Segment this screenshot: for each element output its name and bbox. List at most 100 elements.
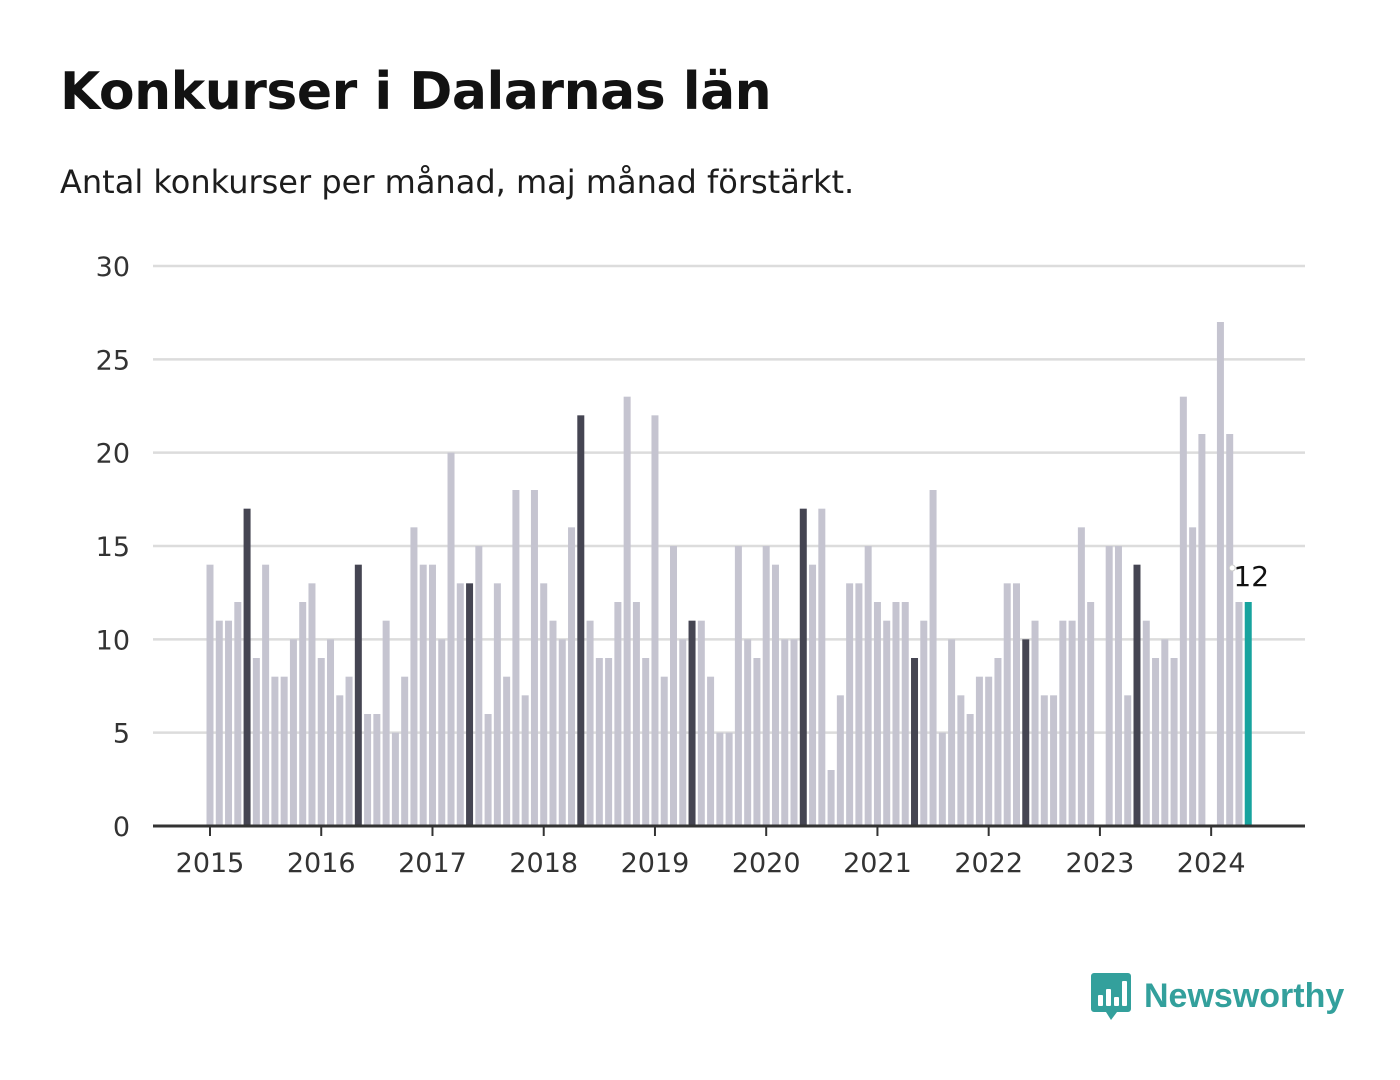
bar — [530, 490, 538, 826]
bar — [475, 546, 483, 826]
bar — [818, 508, 826, 826]
x-tick-label: 2020 — [732, 848, 801, 879]
bar — [382, 620, 390, 826]
bar — [586, 620, 594, 826]
chart-subtitle: Antal konkurser per månad, maj månad för… — [60, 163, 855, 201]
bar — [716, 732, 724, 826]
bar — [985, 676, 993, 826]
bar — [1170, 658, 1178, 826]
gridlines — [153, 264, 1305, 734]
bar — [790, 639, 798, 826]
x-tick-label: 2017 — [398, 848, 467, 879]
y-tick-label: 20 — [96, 439, 130, 470]
bar — [373, 714, 381, 826]
annotation-marker — [1228, 564, 1236, 572]
bar — [484, 714, 492, 826]
axes — [153, 824, 1305, 836]
bar — [605, 658, 613, 826]
bar — [809, 564, 817, 826]
bar — [651, 415, 659, 826]
bar — [1050, 695, 1058, 826]
bar — [920, 620, 928, 826]
bar — [688, 620, 696, 826]
bar — [391, 732, 399, 826]
bar — [781, 639, 789, 826]
bar — [1244, 602, 1252, 826]
bar — [1179, 396, 1187, 826]
bar — [1105, 546, 1113, 826]
bar — [438, 639, 446, 826]
bar — [1003, 583, 1011, 826]
bar — [762, 546, 770, 826]
y-tick-label: 0 — [113, 812, 130, 843]
x-tick-label: 2022 — [954, 848, 1023, 879]
bars — [206, 322, 1252, 826]
y-tick-label: 30 — [96, 252, 130, 283]
bar — [1198, 434, 1206, 826]
bar — [873, 602, 881, 826]
bar — [827, 770, 835, 826]
bar-chart: 0 5 10 15 20 25 30 2015 2016 2017 2018 2019 2020 2021… — [96, 252, 1305, 879]
bar — [966, 714, 974, 826]
bar-chart-speech-bubble-icon — [1091, 973, 1131, 1020]
bar — [521, 695, 529, 826]
bar — [401, 676, 409, 826]
bar — [336, 695, 344, 826]
bar — [568, 527, 576, 826]
bar — [456, 583, 464, 826]
bar — [364, 714, 372, 826]
x-tick-label: 2016 — [287, 848, 356, 879]
bar — [1022, 639, 1030, 826]
bar — [262, 564, 270, 826]
bar — [632, 602, 640, 826]
bar — [707, 676, 715, 826]
bar — [308, 583, 316, 826]
bar — [317, 658, 325, 826]
bar — [419, 564, 427, 826]
bar — [994, 658, 1002, 826]
bar — [345, 676, 353, 826]
bar — [892, 602, 900, 826]
bar — [234, 602, 242, 826]
bar — [493, 583, 501, 826]
bar — [1059, 620, 1067, 826]
bar — [1189, 527, 1197, 826]
bar — [846, 583, 854, 826]
y-tick-label: 10 — [96, 625, 130, 656]
bar — [855, 583, 863, 826]
bar — [1142, 620, 1150, 826]
bar — [280, 676, 288, 826]
bar — [660, 676, 668, 826]
bar — [901, 602, 909, 826]
bar — [957, 695, 965, 826]
bar — [549, 620, 557, 826]
bar — [975, 676, 983, 826]
x-tick-label: 2019 — [621, 848, 690, 879]
bar — [623, 396, 631, 826]
bar — [215, 620, 223, 826]
bar — [558, 639, 566, 826]
x-tick-label: 2023 — [1066, 848, 1135, 879]
x-tick-label: 2018 — [509, 848, 578, 879]
bar — [1161, 639, 1169, 826]
bar — [1040, 695, 1048, 826]
y-tick-label: 15 — [96, 532, 130, 563]
bar — [753, 658, 761, 826]
bar — [1216, 322, 1224, 826]
bar — [1087, 602, 1095, 826]
bar — [271, 676, 279, 826]
bar — [1152, 658, 1160, 826]
bar — [670, 546, 677, 826]
bar — [299, 602, 307, 826]
bar — [243, 508, 251, 826]
bar — [911, 658, 919, 826]
bar — [883, 620, 891, 826]
bar — [327, 639, 335, 826]
chart-title: Konkurser i Dalarnas län — [60, 62, 772, 122]
bar — [734, 546, 742, 826]
bar — [428, 564, 436, 826]
bar — [1133, 564, 1141, 826]
bar — [929, 490, 937, 826]
bar — [614, 602, 622, 826]
bar — [938, 732, 946, 826]
